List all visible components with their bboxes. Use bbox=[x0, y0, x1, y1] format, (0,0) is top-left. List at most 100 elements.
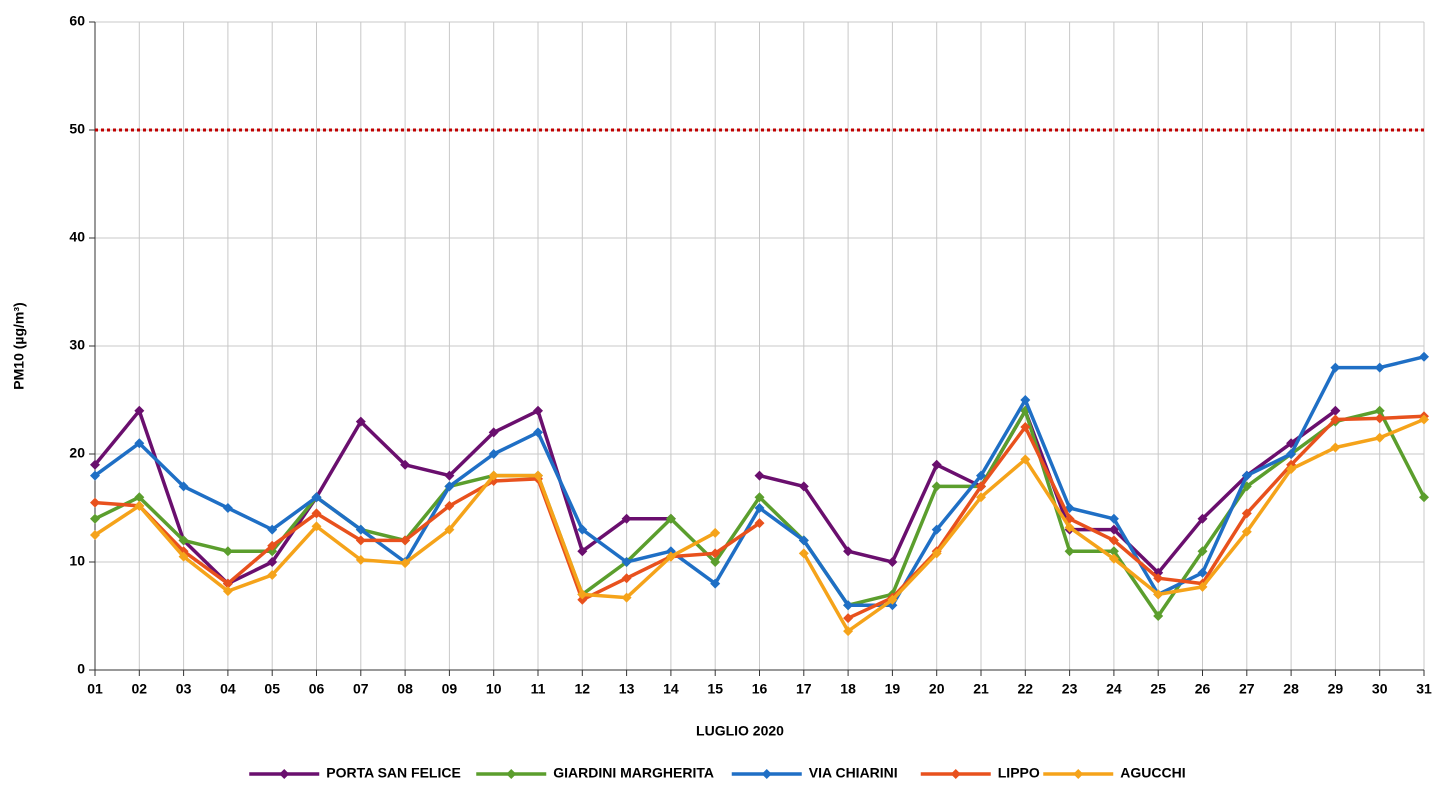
data-point bbox=[665, 513, 676, 524]
x-tick-label: 19 bbox=[885, 681, 901, 697]
data-point bbox=[754, 518, 765, 529]
x-tick-label: 07 bbox=[353, 681, 369, 697]
data-point bbox=[222, 578, 233, 589]
data-point bbox=[577, 546, 588, 557]
data-point bbox=[1374, 432, 1385, 443]
data-point bbox=[577, 524, 588, 535]
data-point bbox=[1020, 454, 1031, 465]
data-point bbox=[798, 535, 809, 546]
data-point bbox=[178, 551, 189, 562]
data-point bbox=[311, 508, 322, 519]
data-point bbox=[931, 524, 942, 535]
x-tick-label: 10 bbox=[486, 681, 502, 697]
data-point bbox=[1197, 581, 1208, 592]
legend-label: GIARDINI MARGHERITA bbox=[553, 765, 714, 781]
y-tick-label: 0 bbox=[77, 661, 85, 677]
data-point bbox=[400, 535, 411, 546]
data-point bbox=[1108, 546, 1119, 557]
x-tick-label: 25 bbox=[1150, 681, 1166, 697]
data-point bbox=[621, 513, 632, 524]
data-point bbox=[1286, 449, 1297, 459]
data-point bbox=[444, 524, 455, 535]
data-point bbox=[1108, 524, 1119, 535]
x-tick-label: 06 bbox=[309, 681, 325, 697]
data-point bbox=[754, 503, 765, 513]
data-point bbox=[267, 524, 278, 535]
data-point bbox=[1064, 522, 1075, 533]
data-point bbox=[1020, 422, 1031, 432]
x-tick-label: 11 bbox=[531, 681, 546, 697]
x-tick-label: 26 bbox=[1195, 681, 1211, 697]
data-point bbox=[621, 557, 632, 567]
data-point bbox=[1419, 492, 1429, 503]
data-point bbox=[178, 535, 189, 546]
legend-marker bbox=[506, 769, 517, 779]
data-point bbox=[621, 592, 632, 603]
data-point bbox=[1419, 414, 1429, 425]
data-point bbox=[355, 524, 366, 535]
legend-marker bbox=[950, 769, 961, 779]
x-tick-label: 30 bbox=[1372, 681, 1388, 697]
x-tick-label: 05 bbox=[264, 681, 280, 697]
data-point bbox=[621, 573, 632, 584]
data-point bbox=[90, 530, 100, 540]
legend-marker bbox=[761, 769, 772, 779]
data-point bbox=[1197, 513, 1208, 524]
data-point bbox=[1020, 395, 1031, 405]
legend-label: AGUCCHI bbox=[1120, 765, 1185, 781]
data-point bbox=[134, 500, 145, 511]
x-tick-label: 31 bbox=[1416, 681, 1432, 697]
data-point bbox=[134, 492, 145, 503]
x-tick-label: 21 bbox=[973, 681, 989, 697]
data-point bbox=[444, 470, 455, 481]
data-point bbox=[1374, 405, 1385, 416]
data-point bbox=[444, 481, 455, 492]
data-point bbox=[400, 558, 411, 569]
data-point bbox=[710, 548, 721, 559]
y-tick-label: 50 bbox=[69, 121, 85, 137]
data-point bbox=[267, 557, 278, 567]
data-point bbox=[577, 589, 588, 600]
data-point bbox=[355, 416, 366, 427]
data-point bbox=[1108, 513, 1119, 524]
y-tick-label: 20 bbox=[69, 445, 85, 461]
data-point bbox=[976, 492, 986, 503]
x-tick-label: 13 bbox=[619, 681, 635, 697]
data-point bbox=[400, 459, 411, 470]
x-tick-label: 14 bbox=[663, 681, 679, 697]
data-point bbox=[1108, 553, 1119, 564]
data-point bbox=[222, 546, 233, 557]
data-point bbox=[90, 513, 100, 524]
legend-marker bbox=[279, 769, 290, 779]
y-tick-label: 30 bbox=[69, 337, 85, 353]
data-point bbox=[178, 481, 189, 492]
legend-label: LIPPO bbox=[998, 765, 1040, 781]
data-point bbox=[1330, 405, 1341, 416]
data-point bbox=[222, 586, 233, 597]
data-point bbox=[1241, 526, 1252, 537]
data-point bbox=[1153, 611, 1164, 621]
data-point bbox=[1241, 470, 1252, 481]
data-point bbox=[1330, 362, 1341, 373]
data-point bbox=[134, 438, 145, 449]
data-point bbox=[311, 521, 322, 532]
x-tick-label: 16 bbox=[752, 681, 768, 697]
legend-marker bbox=[1073, 769, 1084, 779]
data-point bbox=[931, 459, 942, 470]
data-point bbox=[1286, 464, 1297, 475]
data-point bbox=[1419, 351, 1429, 362]
data-point bbox=[710, 578, 721, 589]
data-point bbox=[355, 554, 366, 565]
x-tick-label: 27 bbox=[1239, 681, 1255, 697]
data-point bbox=[843, 600, 854, 611]
x-tick-label: 12 bbox=[575, 681, 591, 697]
data-point bbox=[267, 540, 278, 551]
data-point bbox=[533, 470, 543, 481]
x-tick-label: 24 bbox=[1106, 681, 1122, 697]
data-point bbox=[488, 449, 499, 459]
data-point bbox=[798, 481, 809, 492]
x-tick-label: 18 bbox=[840, 681, 856, 697]
x-axis-title: LUGLIO 2020 bbox=[696, 723, 784, 739]
data-point bbox=[488, 470, 499, 481]
